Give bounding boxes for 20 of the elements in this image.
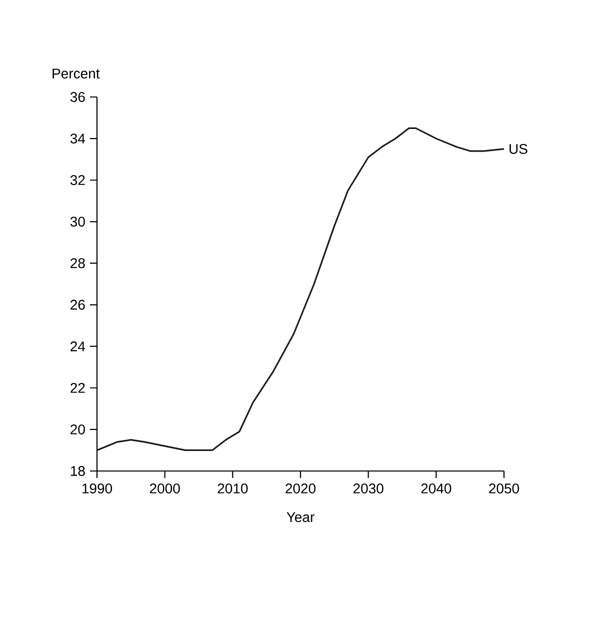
x-tick-label: 2020 (286, 484, 316, 494)
y-tick-label: 22 (70, 382, 85, 393)
y-tick-label: 36 (70, 92, 85, 102)
x-tick-label: 2010 (218, 484, 248, 494)
x-tick-label: 2040 (421, 484, 452, 494)
y-tick-label: 28 (70, 258, 85, 268)
y-tick-label: 32 (70, 175, 85, 186)
x-tick-label: 1990 (82, 484, 112, 494)
y-tick-label: 20 (70, 424, 85, 434)
x-tick-label: 2050 (489, 484, 520, 494)
y-tick-label: 26 (70, 300, 85, 310)
y-tick-label: 34 (70, 134, 86, 144)
x-tick-label: 2000 (150, 484, 180, 494)
x-axis-title: Year (286, 512, 314, 522)
y-tick-label: 18 (70, 466, 85, 476)
y-tick-label: 30 (70, 216, 85, 227)
y-tick-label: 24 (70, 341, 86, 352)
series-label: US (510, 144, 528, 154)
x-tick-label: 2030 (353, 484, 384, 494)
y-axis-title: Percent (52, 68, 100, 78)
